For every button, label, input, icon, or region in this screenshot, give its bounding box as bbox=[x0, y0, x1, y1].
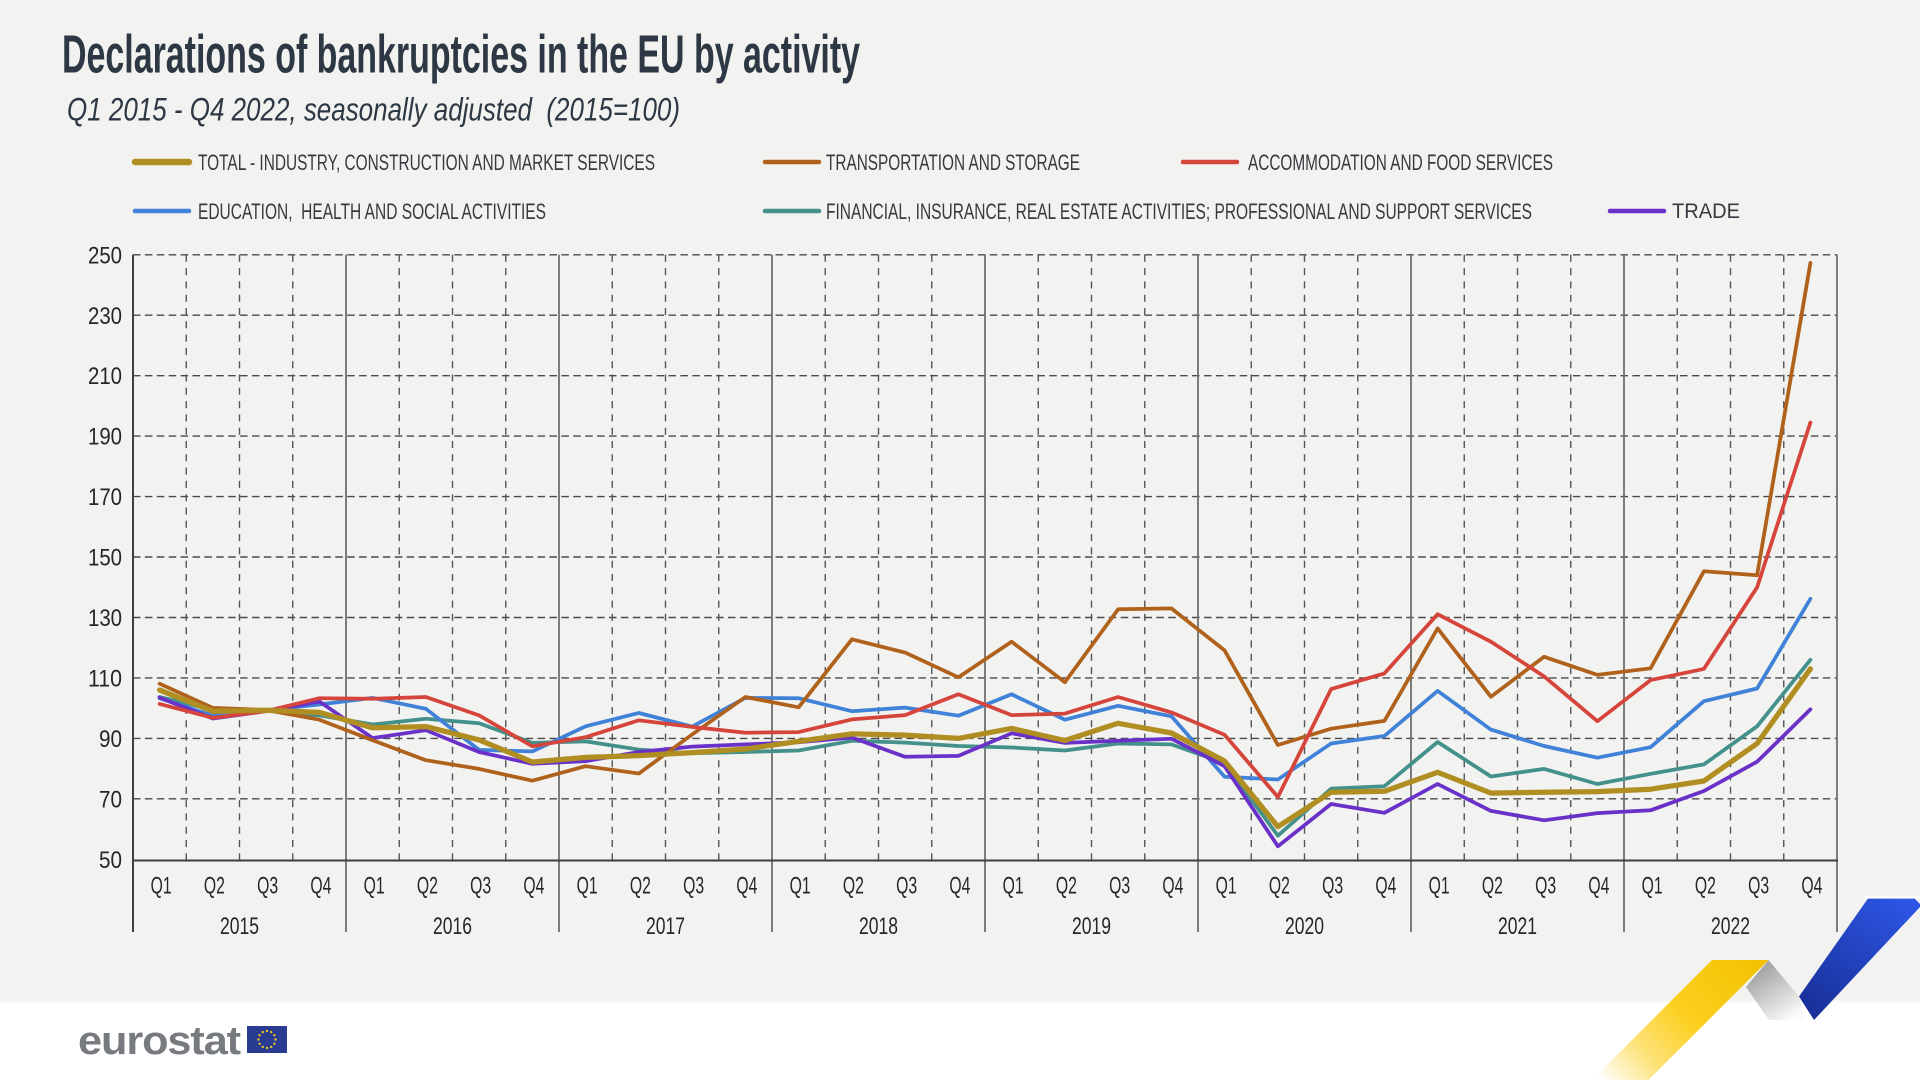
svg-text:Q3: Q3 bbox=[1535, 873, 1556, 900]
svg-text:Q1: Q1 bbox=[151, 873, 172, 900]
svg-text:Q4: Q4 bbox=[523, 873, 544, 900]
svg-text:Q2: Q2 bbox=[630, 873, 651, 900]
svg-text:2015: 2015 bbox=[220, 913, 259, 940]
svg-text:Q4: Q4 bbox=[1375, 873, 1396, 900]
svg-text:2021: 2021 bbox=[1498, 913, 1537, 940]
svg-text:190: 190 bbox=[88, 424, 122, 451]
svg-text:Q1: Q1 bbox=[1003, 873, 1024, 900]
svg-text:Q3: Q3 bbox=[470, 873, 491, 900]
svg-text:TRADE: TRADE bbox=[1672, 199, 1740, 223]
svg-text:130: 130 bbox=[88, 605, 122, 632]
svg-text:FINANCIAL, INSURANCE, REAL EST: FINANCIAL, INSURANCE, REAL ESTATE ACTIVI… bbox=[826, 199, 1532, 224]
svg-text:Q4: Q4 bbox=[736, 873, 757, 900]
svg-text:Q2: Q2 bbox=[1695, 873, 1716, 900]
svg-text:2022: 2022 bbox=[1711, 913, 1750, 940]
svg-text:Q1: Q1 bbox=[1429, 873, 1450, 900]
svg-text:2020: 2020 bbox=[1285, 913, 1324, 940]
svg-text:TOTAL - INDUSTRY, CONSTRUCTION: TOTAL - INDUSTRY, CONSTRUCTION AND MARKE… bbox=[198, 150, 655, 175]
svg-text:Q4: Q4 bbox=[1162, 873, 1183, 900]
svg-text:90: 90 bbox=[99, 726, 122, 753]
svg-text:Q2: Q2 bbox=[843, 873, 864, 900]
svg-text:Q1: Q1 bbox=[1642, 873, 1663, 900]
svg-text:Q3: Q3 bbox=[683, 873, 704, 900]
svg-text:Q1 2015 - Q4 2022, seasonally: Q1 2015 - Q4 2022, seasonally adjusted (… bbox=[67, 92, 680, 128]
svg-text:210: 210 bbox=[88, 363, 122, 390]
svg-text:Q3: Q3 bbox=[1748, 873, 1769, 900]
svg-text:70: 70 bbox=[99, 786, 122, 813]
svg-text:ACCOMMODATION AND FOOD SERVICE: ACCOMMODATION AND FOOD SERVICES bbox=[1248, 150, 1553, 175]
svg-text:Q1: Q1 bbox=[364, 873, 385, 900]
svg-text:2017: 2017 bbox=[646, 913, 685, 940]
svg-text:2019: 2019 bbox=[1072, 913, 1111, 940]
svg-text:Q1: Q1 bbox=[790, 873, 811, 900]
svg-text:Q2: Q2 bbox=[1482, 873, 1503, 900]
svg-text:Q2: Q2 bbox=[1269, 873, 1290, 900]
svg-text:2016: 2016 bbox=[433, 913, 472, 940]
svg-text:250: 250 bbox=[88, 242, 122, 269]
svg-text:eurostat: eurostat bbox=[78, 1019, 241, 1063]
svg-text:170: 170 bbox=[88, 484, 122, 511]
svg-text:Q4: Q4 bbox=[949, 873, 970, 900]
svg-text:Q3: Q3 bbox=[1109, 873, 1130, 900]
svg-text:110: 110 bbox=[88, 665, 122, 692]
svg-text:150: 150 bbox=[88, 545, 122, 572]
svg-text:Q1: Q1 bbox=[577, 873, 598, 900]
svg-text:Q3: Q3 bbox=[896, 873, 917, 900]
svg-text:Q2: Q2 bbox=[1056, 873, 1077, 900]
svg-text:Q4: Q4 bbox=[1801, 873, 1822, 900]
svg-text:Declarations of bankruptcies i: Declarations of bankruptcies in the EU b… bbox=[62, 25, 860, 85]
svg-text:Q3: Q3 bbox=[257, 873, 278, 900]
svg-text:Q2: Q2 bbox=[204, 873, 225, 900]
svg-text:Q4: Q4 bbox=[310, 873, 331, 900]
svg-text:50: 50 bbox=[99, 847, 122, 874]
svg-text:Q4: Q4 bbox=[1588, 873, 1609, 900]
svg-text:TRANSPORTATION AND STORAGE: TRANSPORTATION AND STORAGE bbox=[826, 150, 1080, 175]
svg-text:Q1: Q1 bbox=[1216, 873, 1237, 900]
svg-text:230: 230 bbox=[88, 303, 122, 330]
svg-text:2018: 2018 bbox=[859, 913, 898, 940]
svg-text:Q2: Q2 bbox=[417, 873, 438, 900]
svg-text:EDUCATION, HEALTH AND SOCIAL: EDUCATION, HEALTH AND SOCIAL ACTIVITIES bbox=[198, 199, 546, 224]
svg-text:Q3: Q3 bbox=[1322, 873, 1343, 900]
